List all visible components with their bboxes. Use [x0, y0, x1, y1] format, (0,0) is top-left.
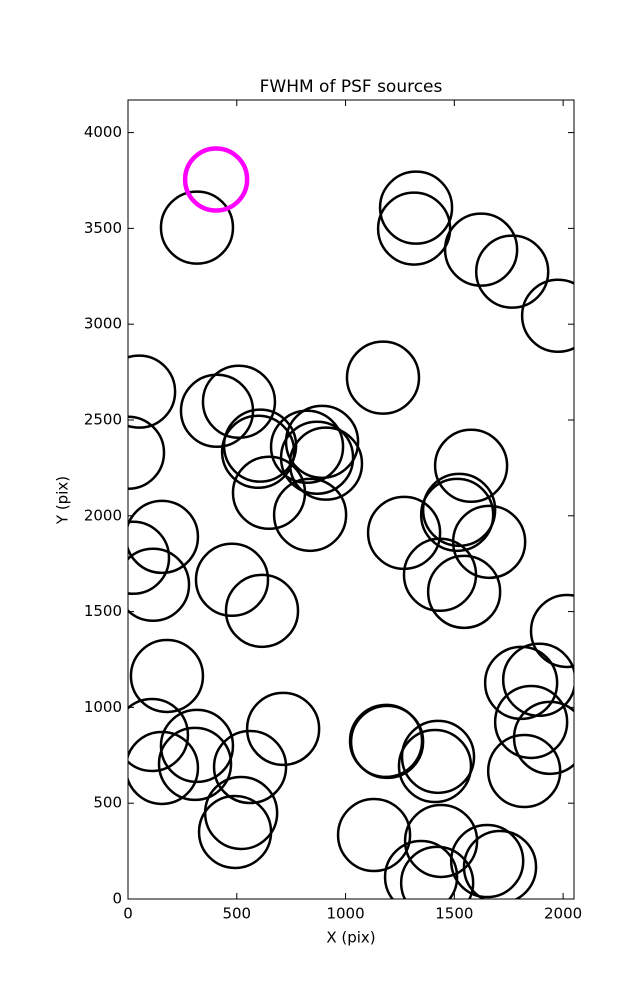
- y-tick-label: 1000: [84, 698, 122, 716]
- psf-source: [402, 537, 478, 613]
- axes-frame: [127, 99, 575, 900]
- psf-source: [378, 170, 454, 245]
- psf-source: [194, 542, 270, 618]
- y-tick-label: 2500: [84, 410, 122, 428]
- y-tick-label: 3000: [84, 315, 122, 333]
- psf-source: [400, 719, 476, 795]
- psf-source: [129, 638, 205, 714]
- x-tick-label: 500: [222, 905, 251, 923]
- chart-title: FWHM of PSF sources: [260, 77, 443, 97]
- psf-source: [483, 645, 559, 721]
- psf-source: [197, 794, 273, 870]
- psf-source: [128, 354, 177, 429]
- psf-source: [128, 415, 166, 490]
- psf-source: [212, 729, 288, 805]
- psf-source: [512, 700, 574, 776]
- psf-source: [376, 191, 452, 266]
- psf-source: [426, 554, 502, 630]
- psf-source: [224, 573, 300, 649]
- psf-source: [159, 708, 235, 784]
- psf-source: [128, 697, 190, 773]
- psf-source: [284, 404, 360, 480]
- psf-source: [128, 730, 200, 806]
- psf-source: [128, 547, 191, 623]
- psf-source: [157, 726, 233, 802]
- psf-source: [245, 691, 321, 767]
- y-axis-label: Y (pix): [54, 476, 72, 525]
- y-tick-label: 3500: [84, 219, 122, 237]
- psf-source: [182, 146, 250, 213]
- psf-source: [501, 642, 574, 718]
- psf-source: [433, 428, 509, 504]
- psf-source: [345, 340, 421, 415]
- psf-source: [272, 477, 348, 553]
- psf-source: [397, 728, 473, 804]
- psf-source: [269, 409, 345, 485]
- psf-source: [159, 190, 235, 265]
- psf-source: [493, 684, 569, 760]
- psf-source: [201, 364, 277, 440]
- psf-source: [403, 803, 479, 879]
- psf-source: [366, 495, 442, 571]
- psf-source: [462, 829, 538, 899]
- psf-source: [443, 212, 519, 287]
- psf-source: [520, 278, 574, 353]
- y-tick-label: 500: [93, 794, 122, 812]
- x-tick-label: 1500: [435, 905, 473, 923]
- psf-source: [486, 733, 562, 809]
- psf-source: [399, 845, 475, 899]
- psf-source: [383, 839, 459, 899]
- x-axis-label: X (pix): [326, 929, 375, 947]
- x-tick-label: 2000: [544, 905, 582, 923]
- psf-source: [529, 593, 574, 669]
- psf-source: [128, 520, 171, 595]
- psf-source: [336, 797, 412, 873]
- psf-source: [128, 499, 200, 575]
- psf-source: [349, 704, 425, 780]
- y-tick-label: 4000: [84, 123, 122, 141]
- psf-source: [474, 234, 550, 309]
- psf-source: [220, 414, 296, 490]
- y-tick-label: 0: [112, 890, 122, 908]
- x-tick-label: 0: [123, 905, 133, 923]
- psf-source: [179, 373, 255, 449]
- plot-area: [128, 146, 574, 899]
- x-tick-label: 1000: [326, 905, 364, 923]
- y-tick-label: 1500: [84, 602, 122, 620]
- psf-source: [419, 477, 495, 553]
- psf-source: [231, 455, 307, 531]
- psf-source: [449, 823, 525, 899]
- y-tick-label: 2000: [84, 506, 122, 524]
- psf-source: [421, 472, 497, 548]
